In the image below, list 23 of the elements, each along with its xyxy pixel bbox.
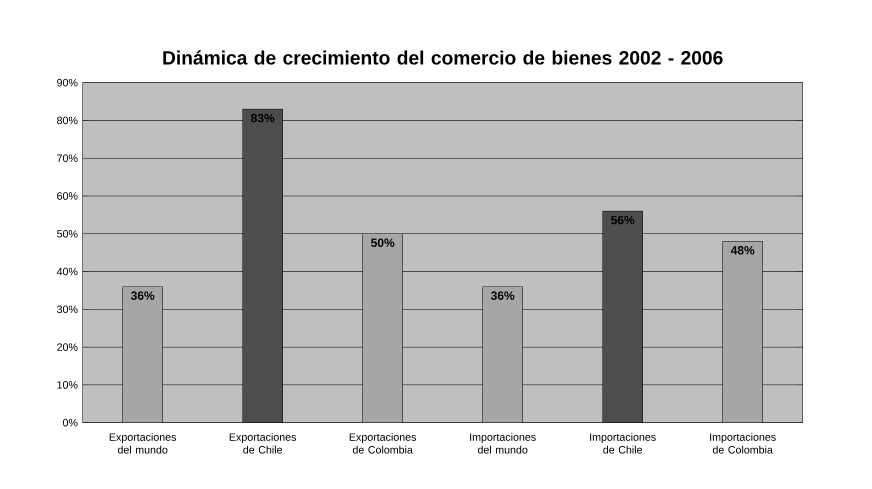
x-tick-label: Importaciones del mundo (470, 432, 536, 454)
y-tick-label: 10% (57, 380, 78, 389)
x-tick-label: Importaciones de Chile (590, 432, 656, 454)
y-tick-label: 80% (57, 116, 78, 124)
data-label: 50% (371, 238, 394, 247)
y-tick-label: 30% (57, 305, 78, 313)
data-label: 83% (251, 114, 274, 122)
y-tick-label: 90% (57, 78, 78, 86)
data-label: 48% (730, 246, 754, 254)
chart-title: Dinámica de crecimiento del comercio de bienes 2002 - 2006 (163, 50, 723, 64)
y-tick-label: 20% (57, 343, 78, 351)
x-tick-label: Exportaciones de Colombia (350, 432, 416, 454)
y-tick-label: 40% (56, 268, 78, 276)
y-tick-label: 60% (57, 192, 78, 200)
data-label: 56% (611, 216, 634, 224)
data-label: 36% (130, 291, 154, 300)
x-tick-label: Exportaciones del mundo (110, 432, 176, 454)
data-label: 36% (490, 291, 514, 300)
y-tick-label: 50% (57, 230, 78, 238)
x-tick-label: Importaciones de Colombia (710, 432, 776, 454)
x-tick-label: Exportaciones de Chile (230, 432, 296, 454)
y-tick-label: 70% (57, 154, 78, 162)
y-tick-label: 0% (62, 418, 78, 426)
